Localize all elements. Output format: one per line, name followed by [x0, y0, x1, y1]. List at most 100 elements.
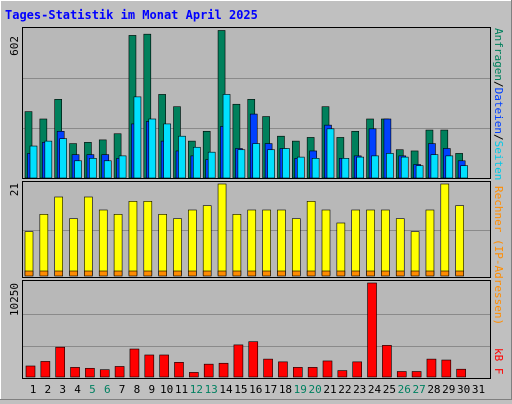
bar-seiten [163, 123, 171, 179]
bar-rechner [143, 201, 153, 276]
bar-kb [248, 341, 259, 378]
legend-separator-2: / [492, 134, 505, 141]
bar-kb [411, 371, 422, 378]
bar-seiten [445, 155, 454, 179]
x-tick-label: 23 [353, 383, 366, 396]
bar-kb [367, 282, 377, 378]
chart-title: Tages-Statistik im Monat April 2025 [5, 8, 258, 22]
bar-rechner-base [54, 270, 64, 277]
bar-kb [218, 362, 229, 378]
x-axis-labels: 1 2 3 4 5 6 7 8 9 10 11 12 13 14 15 16 17 18 19 20 21 22 23 24 2… [30, 383, 485, 396]
bar-rechner-base [128, 270, 138, 277]
bar-kb [263, 358, 273, 378]
bar-kb [322, 360, 333, 378]
bar-rechner [425, 209, 435, 276]
bar-seiten [252, 143, 261, 179]
bar-kb [55, 346, 66, 378]
bar-seiten [415, 165, 424, 179]
bar-kb [441, 359, 452, 378]
bar-rechner-base [425, 270, 435, 277]
bar-seiten [59, 138, 68, 179]
bar-seiten [207, 151, 216, 179]
bar-kb [352, 361, 363, 378]
bar-rechner-base [143, 270, 153, 277]
bar-rechner-base [455, 270, 464, 277]
x-tick-label: 18 [279, 383, 292, 396]
x-tick-label: 25 [383, 383, 396, 396]
bar-rechner-base [84, 270, 93, 277]
x-tick-label: 6 [104, 383, 111, 396]
bar-seiten [326, 128, 335, 179]
bar-kb [233, 344, 244, 378]
x-tick-label: 5 [89, 383, 96, 396]
bar-kb [456, 368, 466, 378]
bar-rechner-base [381, 270, 390, 277]
bar-kb [278, 361, 288, 378]
x-tick-label: 9 [148, 383, 155, 396]
bar-rechner [173, 218, 182, 276]
bar-seiten [371, 155, 379, 179]
bar-seiten [74, 160, 82, 179]
bar-rechner-base [232, 270, 242, 277]
bar-rechner [336, 222, 346, 276]
bar-kb [99, 369, 110, 378]
bar-seiten [430, 154, 439, 179]
bar-kb [292, 367, 303, 378]
x-tick-label: 12 [190, 383, 203, 396]
bar-rechner-base [98, 270, 108, 277]
bar-seiten [341, 158, 350, 179]
bar-rechner [39, 214, 49, 276]
ymax-label-kb: 10250 [8, 283, 21, 316]
bar-rechner [54, 196, 64, 276]
bar-rechner [202, 205, 212, 276]
bar-rechner [158, 214, 167, 276]
bar-rechner [440, 183, 450, 276]
bar-rechner [188, 209, 197, 276]
bar-kb [189, 372, 199, 378]
bar-rechner-base [39, 270, 49, 277]
bar-rechner-base [410, 270, 420, 277]
x-tick-label: 20 [309, 383, 322, 396]
legend-requests: Anfragen/Dateien/Seiten [492, 28, 505, 180]
legend-hosts: Rechner (IP-Adressen) [492, 186, 505, 325]
x-tick-label: 15 [234, 383, 247, 396]
bar-rechner-base [366, 270, 375, 277]
bar-kb [159, 354, 169, 378]
bar-rechner-base [321, 270, 331, 277]
bar-kb [40, 361, 51, 378]
bar-seiten [267, 149, 275, 179]
bar-rechner-base [24, 270, 34, 277]
bar-rechner-base [158, 270, 167, 277]
bar-rechner-base [395, 270, 405, 277]
bar-rechner-base [202, 270, 212, 277]
bar-rechner-base [277, 270, 286, 277]
bar-rechner-base [440, 270, 450, 277]
bar-rechner-base [291, 270, 301, 277]
bar-rechner-base [188, 270, 197, 277]
bar-seiten [103, 160, 112, 179]
x-tick-label: 2 [45, 383, 52, 396]
bar-seiten [356, 156, 365, 179]
x-tick-label: 1 [30, 383, 37, 396]
bar-seiten [118, 155, 127, 179]
bar-rechner-base [217, 270, 227, 277]
x-tick-label: 19 [294, 383, 307, 396]
bar-rechner [232, 214, 242, 276]
bar-rechner [24, 231, 34, 276]
bar-kb [114, 366, 125, 378]
bar-kb [426, 358, 437, 378]
legend-seiten: Seiten [492, 141, 505, 181]
bar-seiten [237, 149, 246, 179]
bar-seiten [193, 146, 201, 179]
bar-rechner [84, 196, 93, 276]
bar-rechner [69, 218, 78, 276]
x-tick-label: 29 [442, 383, 455, 396]
x-tick-label: 28 [427, 383, 440, 396]
x-tick-label: 8 [134, 383, 141, 396]
bar-seiten [311, 158, 320, 179]
x-tick-label: 27 [412, 383, 425, 396]
bar-seiten [386, 153, 394, 179]
bar-kb [129, 348, 140, 378]
legend-kb: kB F [492, 348, 505, 375]
